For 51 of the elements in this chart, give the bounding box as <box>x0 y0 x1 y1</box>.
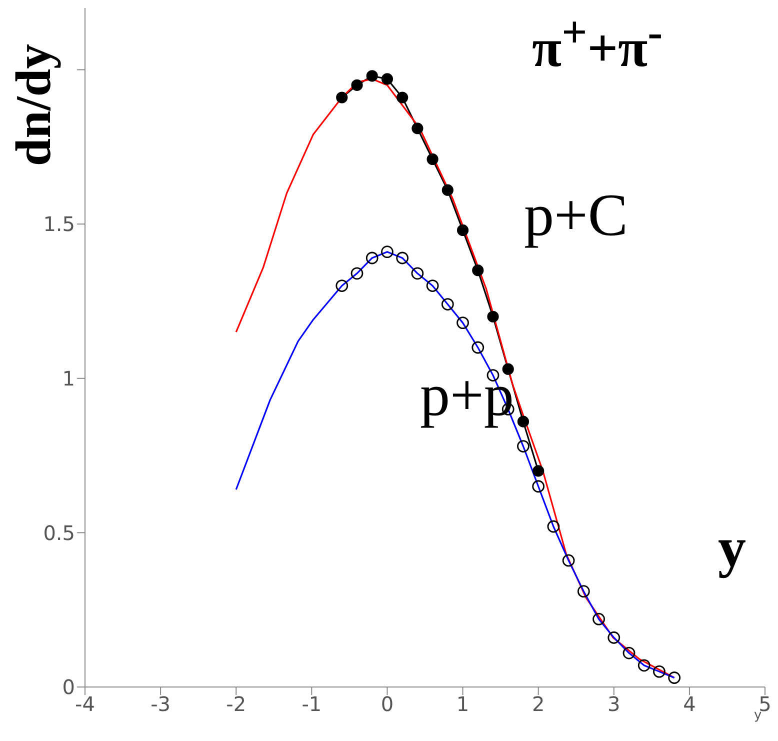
y-tick-label: 0 <box>62 675 75 700</box>
point <box>336 280 348 292</box>
point <box>517 440 530 452</box>
point <box>351 79 363 91</box>
point <box>442 184 454 196</box>
point <box>532 465 544 477</box>
point <box>532 480 545 493</box>
point <box>336 92 348 104</box>
point <box>638 659 650 672</box>
point <box>592 612 605 626</box>
point <box>366 70 378 82</box>
point <box>366 252 378 264</box>
x-tick-label: 0 <box>380 692 394 716</box>
y-tick-label: 1.5 <box>43 212 75 236</box>
annotation: p+C <box>524 182 628 248</box>
point <box>412 122 424 134</box>
point <box>577 585 590 598</box>
point <box>426 153 438 166</box>
point <box>441 298 454 310</box>
point <box>396 252 409 264</box>
point <box>381 73 394 85</box>
x-tick-label: 1 <box>456 692 470 716</box>
point <box>622 646 636 660</box>
point <box>396 92 408 104</box>
point <box>653 665 666 678</box>
point <box>608 631 620 644</box>
point <box>381 246 394 258</box>
x-tick-label: -1 <box>302 692 322 716</box>
point <box>668 672 681 684</box>
annotation: π$^{+}$+π$^{-}$ <box>532 7 663 78</box>
point <box>350 267 364 280</box>
point <box>472 341 484 354</box>
x-tick-label: -2 <box>226 692 246 716</box>
point <box>487 310 499 322</box>
x-tick-label: 4 <box>683 692 696 716</box>
point <box>456 316 469 330</box>
point <box>426 280 439 292</box>
point <box>547 520 560 533</box>
x-tick-label: 2 <box>532 692 545 716</box>
y-tick-label: 0.5 <box>43 520 75 545</box>
y-axis-title: dn/dy <box>4 44 62 166</box>
x-tick-label: -3 <box>150 692 171 716</box>
point <box>517 416 530 428</box>
annotation: y <box>718 517 746 579</box>
point <box>562 554 575 567</box>
point <box>411 267 424 280</box>
x-tick-label: -4 <box>75 692 95 716</box>
x-tick-label: 3 <box>608 692 620 716</box>
y-tick-label: 1 <box>62 366 75 390</box>
point <box>472 264 484 276</box>
point <box>456 224 469 236</box>
